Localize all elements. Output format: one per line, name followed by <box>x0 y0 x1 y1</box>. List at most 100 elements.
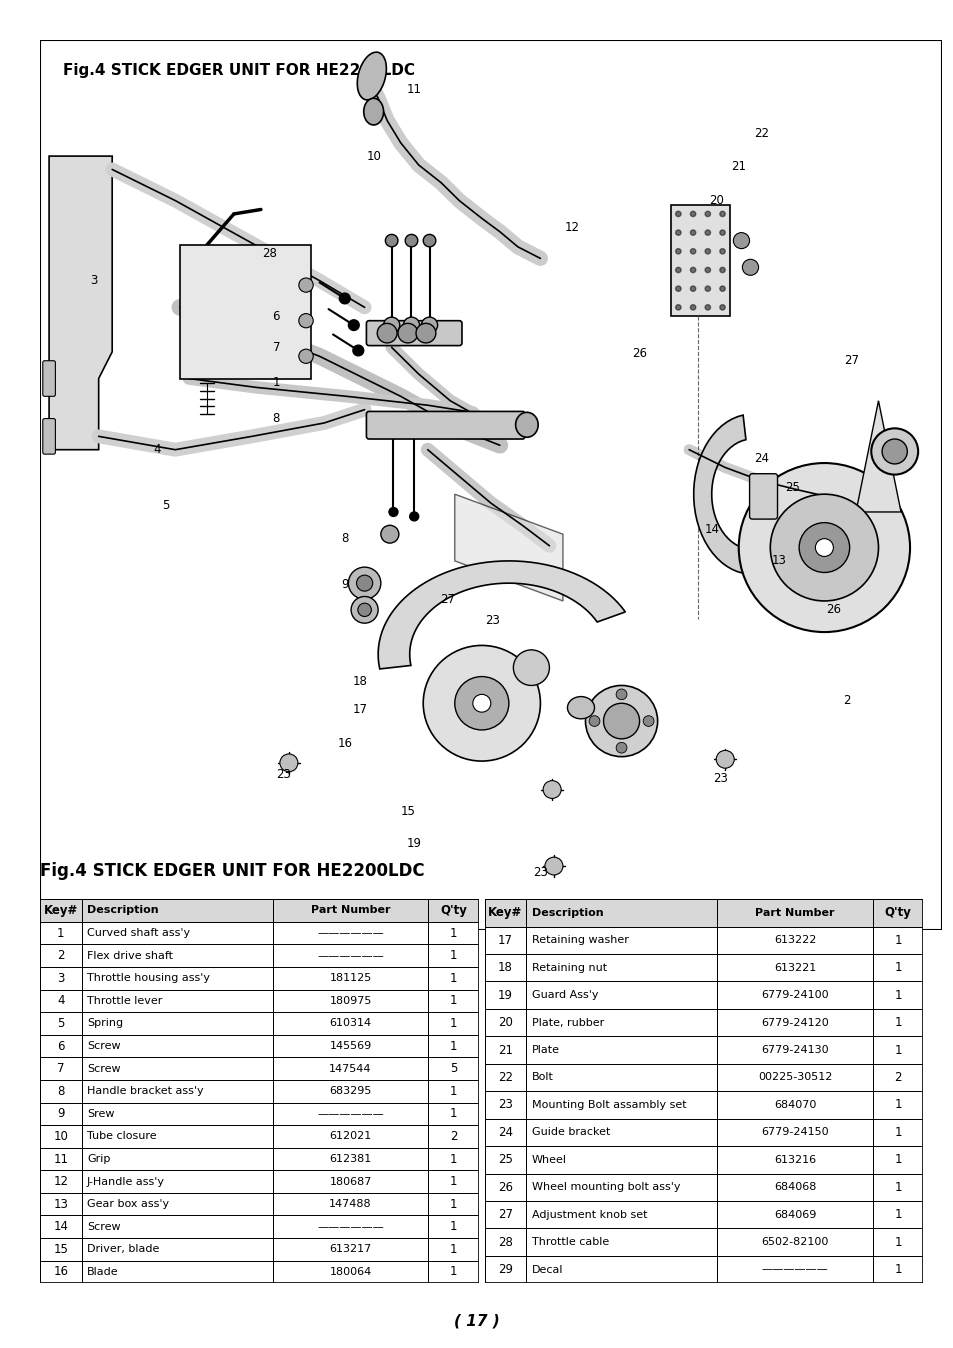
Circle shape <box>815 539 833 557</box>
Text: Fig.4 STICK EDGER UNIT FOR HE2200LDC: Fig.4 STICK EDGER UNIT FOR HE2200LDC <box>63 62 415 78</box>
Circle shape <box>675 305 680 310</box>
Text: 1: 1 <box>894 1236 901 1248</box>
Bar <box>179 245 310 379</box>
Text: Fig.4 STICK EDGER UNIT FOR HE2200LDC: Fig.4 STICK EDGER UNIT FOR HE2200LDC <box>40 861 424 880</box>
Text: 17: 17 <box>353 702 367 716</box>
Text: 6779-24150: 6779-24150 <box>760 1127 828 1138</box>
Text: Throttle lever: Throttle lever <box>87 996 162 1006</box>
Bar <box>717 981 872 1008</box>
Circle shape <box>720 267 724 272</box>
Text: 613216: 613216 <box>773 1155 816 1165</box>
Circle shape <box>690 212 695 217</box>
Bar <box>526 1092 717 1119</box>
Circle shape <box>473 694 490 712</box>
Circle shape <box>589 716 599 727</box>
Circle shape <box>675 212 680 217</box>
Text: 10: 10 <box>53 1130 69 1143</box>
Text: 23: 23 <box>275 768 291 780</box>
Text: 1: 1 <box>450 1175 456 1188</box>
Bar <box>872 1064 923 1092</box>
Bar <box>273 1147 428 1170</box>
Text: Bolt: Bolt <box>531 1073 553 1082</box>
Text: 20: 20 <box>708 194 723 208</box>
Bar <box>717 899 872 926</box>
Text: Spring: Spring <box>87 1018 123 1029</box>
Circle shape <box>423 646 539 762</box>
Bar <box>428 1237 478 1260</box>
Bar <box>273 922 428 945</box>
Circle shape <box>704 212 710 217</box>
Text: 613221: 613221 <box>773 962 816 973</box>
Bar <box>428 1147 478 1170</box>
Text: 8: 8 <box>273 412 279 425</box>
Text: ——————: —————— <box>316 927 383 938</box>
Bar <box>872 1201 923 1228</box>
Text: 23: 23 <box>485 613 499 627</box>
Bar <box>40 922 82 945</box>
Bar <box>40 1260 82 1283</box>
Text: Screw: Screw <box>87 1221 120 1232</box>
Bar <box>872 926 923 954</box>
Text: 1: 1 <box>894 1263 901 1277</box>
Text: 1: 1 <box>450 1153 456 1166</box>
Bar <box>428 1057 478 1080</box>
Circle shape <box>357 603 371 616</box>
Text: ——————: —————— <box>316 950 383 961</box>
Text: Wheel: Wheel <box>531 1155 566 1165</box>
Bar <box>273 1080 428 1103</box>
Bar <box>428 1170 478 1193</box>
Bar <box>484 1228 526 1256</box>
Text: 14: 14 <box>53 1220 69 1233</box>
Bar <box>428 967 478 989</box>
Bar <box>40 1193 82 1216</box>
Bar <box>82 922 273 945</box>
Bar <box>40 1103 82 1126</box>
Bar <box>82 1057 273 1080</box>
Text: Q'ty: Q'ty <box>439 905 467 917</box>
Text: 684070: 684070 <box>773 1100 816 1109</box>
Circle shape <box>298 278 313 293</box>
FancyBboxPatch shape <box>43 418 55 454</box>
Bar <box>82 945 273 967</box>
Text: 5: 5 <box>450 1062 456 1076</box>
Text: 1: 1 <box>450 1016 456 1030</box>
Text: 23: 23 <box>713 772 727 786</box>
Text: ——————: —————— <box>316 1109 383 1119</box>
Bar <box>484 899 526 926</box>
Bar <box>428 1080 478 1103</box>
Text: 147488: 147488 <box>329 1200 372 1209</box>
Bar <box>872 1146 923 1174</box>
Bar <box>82 989 273 1012</box>
Text: 612021: 612021 <box>329 1131 372 1142</box>
Text: Blade: Blade <box>87 1267 118 1277</box>
Text: 18: 18 <box>497 961 513 975</box>
Text: 5: 5 <box>57 1016 65 1030</box>
Bar <box>526 1228 717 1256</box>
Bar <box>526 1174 717 1201</box>
Bar <box>82 1080 273 1103</box>
Ellipse shape <box>363 98 383 125</box>
Text: 2: 2 <box>57 949 65 962</box>
Bar <box>428 1103 478 1126</box>
Polygon shape <box>455 495 562 601</box>
Text: 00225-30512: 00225-30512 <box>757 1073 831 1082</box>
Bar <box>717 926 872 954</box>
Circle shape <box>704 248 710 253</box>
Polygon shape <box>377 561 624 669</box>
Bar <box>82 1147 273 1170</box>
Bar <box>428 989 478 1012</box>
Text: 1: 1 <box>894 988 901 1002</box>
Text: 612381: 612381 <box>329 1154 372 1165</box>
Bar <box>526 1119 717 1146</box>
Text: 1: 1 <box>894 1154 901 1166</box>
Text: 2: 2 <box>842 694 850 708</box>
Text: Handle bracket ass'y: Handle bracket ass'y <box>87 1086 203 1096</box>
Circle shape <box>769 495 878 601</box>
Text: 9: 9 <box>57 1107 65 1120</box>
FancyBboxPatch shape <box>43 361 55 396</box>
Bar <box>273 1193 428 1216</box>
Text: 180975: 180975 <box>329 996 372 1006</box>
Circle shape <box>348 568 380 599</box>
Bar <box>82 1012 273 1035</box>
Text: Part Number: Part Number <box>755 907 834 918</box>
